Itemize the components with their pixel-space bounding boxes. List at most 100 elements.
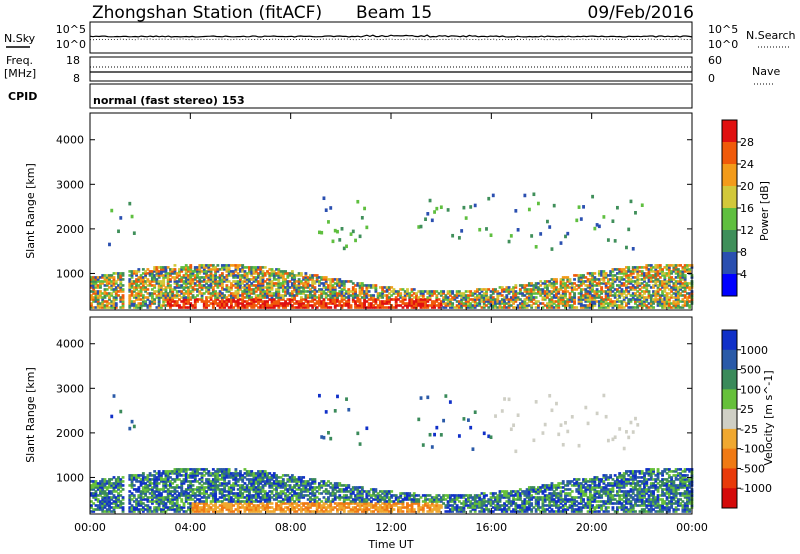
heatmap-cell	[367, 302, 371, 305]
heatmap-cell	[290, 278, 294, 281]
heatmap-cell	[96, 292, 100, 295]
heatmap-cell	[354, 296, 357, 299]
heatmap-cell	[663, 276, 667, 279]
heatmap-cell	[162, 488, 166, 491]
heatmap-cell	[304, 294, 308, 297]
heatmap-cell	[390, 286, 394, 289]
heatmap-cell	[96, 280, 100, 283]
heatmap-cell	[656, 286, 660, 289]
heatmap-cell	[202, 304, 206, 307]
heatmap-cell	[365, 306, 369, 309]
heatmap-cell	[473, 304, 477, 307]
heatmap-cell	[198, 498, 202, 501]
heatmap-cell	[148, 500, 152, 503]
heatmap-cell	[175, 304, 179, 307]
heatmap-cell	[654, 280, 658, 283]
heatmap-cell	[248, 506, 251, 509]
heatmap-cell	[92, 494, 96, 497]
heatmap-cell	[130, 480, 134, 483]
heatmap-cell	[652, 276, 655, 279]
heatmap-cell	[613, 278, 617, 281]
heatmap-cell	[656, 304, 660, 307]
heatmap-cell	[252, 266, 256, 269]
heatmap-cell	[408, 300, 412, 303]
heatmap-cell	[634, 210, 637, 215]
heatmap-cell	[234, 494, 238, 497]
heatmap-cell	[293, 506, 297, 509]
heatmap-cell	[207, 510, 211, 513]
heatmap-cell	[550, 306, 554, 309]
heatmap-cell	[207, 478, 211, 481]
heatmap-cell	[166, 286, 170, 289]
heatmap-cell	[539, 294, 543, 297]
heatmap-cell	[496, 292, 500, 295]
heatmap-cell	[625, 296, 628, 299]
heatmap-cell	[320, 504, 324, 507]
heatmap-cell	[259, 296, 263, 299]
heatmap-cell	[110, 486, 114, 489]
heatmap-cell	[597, 304, 601, 307]
heatmap-cell	[238, 288, 242, 291]
heatmap-cell	[94, 482, 98, 485]
heatmap-cell	[496, 290, 500, 293]
heatmap-cell	[313, 282, 317, 285]
heatmap-cell	[220, 508, 224, 511]
heatmap-cell	[647, 280, 651, 283]
heatmap-cell	[257, 272, 260, 275]
heatmap-cell	[279, 508, 283, 511]
heatmap-cell	[216, 474, 220, 477]
heatmap-cell	[214, 290, 218, 293]
heatmap-cell	[442, 298, 446, 301]
heatmap-cell	[223, 484, 227, 487]
heatmap-cell	[128, 278, 132, 281]
heatmap-cell	[349, 488, 353, 491]
heatmap-cell	[476, 288, 479, 291]
heatmap-cell	[367, 304, 371, 307]
heatmap-cell	[223, 276, 227, 279]
heatmap-cell	[220, 296, 224, 299]
heatmap-cell	[376, 294, 380, 297]
heatmap-cell	[640, 266, 644, 269]
heatmap-cell	[372, 300, 376, 303]
heatmap-cell	[618, 284, 622, 287]
heatmap-cell	[250, 296, 254, 299]
heatmap-cell	[108, 496, 111, 499]
heatmap-cell	[173, 302, 177, 305]
heatmap-cell	[500, 300, 504, 303]
heatmap-cell	[227, 482, 231, 485]
heatmap-cell	[227, 498, 231, 501]
heatmap-cell	[277, 274, 281, 277]
heatmap-cell	[295, 496, 299, 499]
heatmap-cell	[295, 274, 299, 277]
heatmap-cell	[573, 296, 576, 299]
heatmap-cell	[306, 490, 310, 493]
heatmap-cell	[144, 492, 148, 495]
heatmap-cell	[108, 484, 111, 487]
heatmap-cell	[360, 292, 364, 295]
heatmap-cell	[139, 298, 143, 301]
heatmap-cell	[313, 504, 317, 507]
heatmap-cell	[169, 500, 172, 503]
heatmap-cell	[178, 494, 181, 497]
heatmap-cell	[229, 296, 233, 299]
heatmap-cell	[338, 302, 342, 305]
heatmap-cell	[297, 288, 301, 291]
heatmap-cell	[144, 488, 148, 491]
heatmap-cell	[530, 282, 534, 285]
heatmap-cell	[302, 494, 306, 497]
heatmap-cell	[347, 302, 351, 305]
heatmap-cell	[564, 304, 567, 307]
heatmap-cell	[320, 304, 324, 307]
heatmap-cell	[218, 274, 222, 277]
heatmap-cell	[225, 270, 229, 273]
heatmap-cell	[270, 484, 274, 487]
heatmap-cell	[209, 278, 213, 281]
heatmap-cell	[685, 270, 689, 273]
heatmap-cell	[308, 284, 312, 287]
heatmap-cell	[157, 306, 161, 309]
heatmap-cell	[110, 492, 114, 495]
heatmap-cell	[491, 193, 495, 198]
heatmap-cell	[297, 476, 301, 479]
heatmap-cell	[162, 282, 166, 285]
heatmap-cell	[674, 264, 678, 267]
